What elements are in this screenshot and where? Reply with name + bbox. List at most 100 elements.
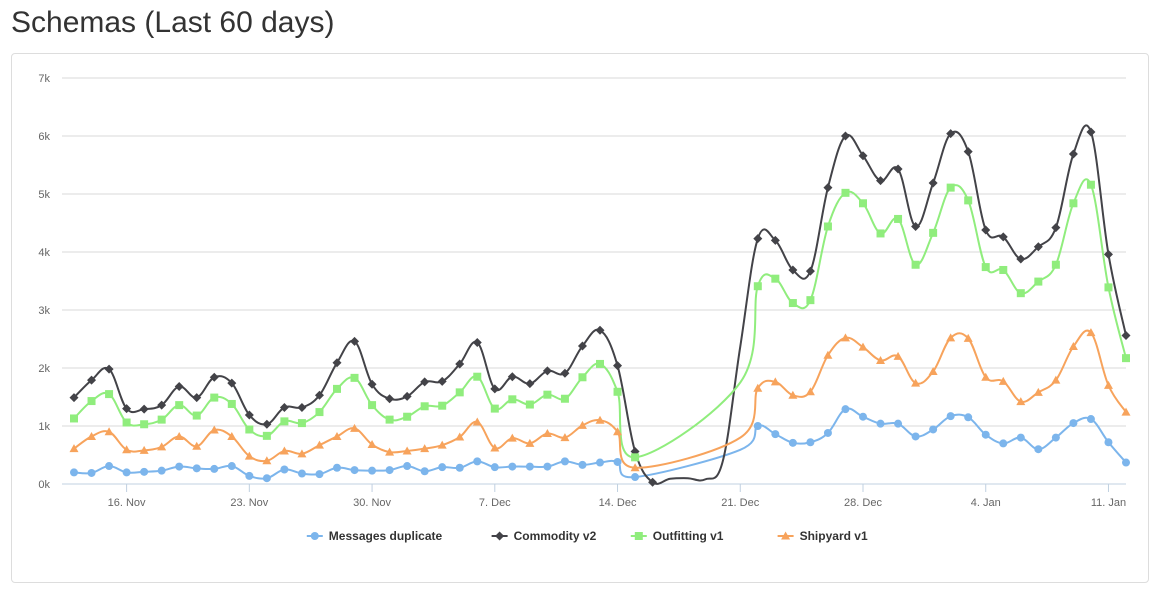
data-point bbox=[946, 412, 955, 421]
data-point bbox=[455, 388, 464, 397]
data-point bbox=[753, 234, 763, 244]
series-line-commodity-v2 bbox=[73, 124, 1127, 485]
data-point bbox=[420, 402, 429, 411]
data-point bbox=[840, 131, 850, 141]
data-point bbox=[402, 446, 412, 455]
data-point bbox=[87, 431, 97, 440]
x-tick-label: 14. Dec bbox=[599, 497, 637, 509]
data-point bbox=[262, 456, 272, 465]
legend-item-commodity-v2[interactable]: Commodity v2 bbox=[491, 529, 597, 543]
legend-item-messages-duplicate[interactable]: Messages duplicate bbox=[306, 529, 443, 543]
data-point bbox=[279, 446, 289, 455]
data-point bbox=[543, 390, 552, 399]
data-point bbox=[613, 387, 622, 396]
data-point bbox=[245, 471, 254, 480]
data-point bbox=[840, 333, 850, 342]
data-point bbox=[1086, 415, 1095, 424]
data-point bbox=[753, 282, 762, 291]
data-point bbox=[192, 464, 201, 473]
data-point bbox=[1033, 242, 1043, 252]
data-point bbox=[507, 372, 517, 382]
data-point bbox=[174, 382, 184, 392]
data-point bbox=[508, 462, 517, 471]
data-point bbox=[613, 457, 622, 466]
data-point bbox=[946, 129, 956, 139]
data-point bbox=[385, 447, 395, 456]
data-point bbox=[122, 404, 132, 414]
data-point bbox=[648, 477, 658, 487]
data-point bbox=[893, 164, 903, 174]
data-point bbox=[981, 430, 990, 439]
data-point bbox=[262, 474, 271, 483]
data-point bbox=[227, 431, 237, 440]
data-point bbox=[227, 462, 236, 471]
data-point bbox=[1033, 387, 1043, 396]
data-point bbox=[333, 384, 341, 393]
data-point bbox=[437, 376, 447, 386]
data-point bbox=[87, 397, 96, 406]
legend-symbol bbox=[495, 531, 505, 541]
data-point bbox=[69, 393, 79, 403]
data-point bbox=[753, 422, 762, 430]
data-point bbox=[1051, 223, 1061, 233]
data-point bbox=[473, 457, 482, 466]
series-line-shipyard-v1 bbox=[73, 329, 1127, 469]
data-point bbox=[525, 438, 535, 447]
data-point bbox=[823, 222, 832, 231]
data-point bbox=[929, 228, 938, 237]
data-point bbox=[244, 410, 254, 420]
data-point bbox=[1068, 149, 1078, 159]
data-point bbox=[1086, 127, 1096, 137]
data-point bbox=[314, 440, 324, 449]
x-tick-label: 16. Nov bbox=[108, 497, 146, 509]
x-tick-label: 30. Nov bbox=[353, 497, 391, 509]
data-point bbox=[823, 350, 833, 359]
page-title: Schemas (Last 60 days) bbox=[11, 6, 335, 39]
data-point bbox=[104, 427, 114, 436]
data-point bbox=[455, 432, 465, 441]
data-point bbox=[1086, 328, 1096, 337]
x-tick-label: 21. Dec bbox=[721, 497, 759, 509]
y-tick-label: 3k bbox=[38, 305, 50, 317]
chart-panel: 0k 1k 2k 3k 4k 5k 6k 7k 16. Nov 23. Nov 30. Nov 7. … bbox=[11, 53, 1149, 583]
legend-item-shipyard-v1[interactable]: Shipyard v1 bbox=[777, 529, 868, 543]
data-point bbox=[981, 263, 990, 272]
data-point bbox=[70, 468, 78, 477]
data-point bbox=[788, 299, 797, 308]
data-point bbox=[280, 417, 289, 426]
data-point bbox=[402, 391, 412, 401]
legend-label: Shipyard v1 bbox=[800, 529, 868, 543]
data-point bbox=[1122, 354, 1130, 363]
series-points-commodity-v2 bbox=[69, 127, 1131, 487]
data-point bbox=[998, 232, 1008, 242]
legend-item-outfitting-v1[interactable]: Outfitting v1 bbox=[630, 529, 724, 543]
data-point bbox=[87, 468, 96, 477]
data-point bbox=[1051, 433, 1060, 442]
data-point bbox=[525, 462, 534, 471]
x-tick-label: 4. Jan bbox=[971, 497, 1001, 509]
data-point bbox=[1069, 419, 1078, 428]
data-point bbox=[332, 431, 342, 440]
data-point bbox=[858, 151, 868, 161]
data-point bbox=[333, 463, 341, 472]
data-point bbox=[262, 431, 271, 440]
data-point bbox=[210, 393, 219, 402]
y-tick-label: 5k bbox=[38, 189, 50, 201]
data-point bbox=[297, 469, 306, 478]
data-point bbox=[577, 341, 587, 351]
y-tick-label: 0k bbox=[38, 479, 50, 491]
data-point bbox=[560, 368, 570, 378]
series-points-outfitting-v1 bbox=[70, 180, 1130, 462]
legend-symbol bbox=[310, 532, 319, 540]
x-tick-label: 7. Dec bbox=[479, 497, 511, 509]
data-point bbox=[1068, 342, 1078, 351]
data-point bbox=[595, 325, 605, 335]
legend-symbol bbox=[781, 531, 791, 540]
data-point bbox=[525, 379, 535, 389]
data-point bbox=[928, 178, 938, 188]
data-point bbox=[753, 383, 763, 392]
data-point bbox=[788, 390, 798, 399]
data-point bbox=[1051, 375, 1061, 384]
data-point bbox=[999, 439, 1008, 448]
data-point bbox=[631, 453, 640, 462]
